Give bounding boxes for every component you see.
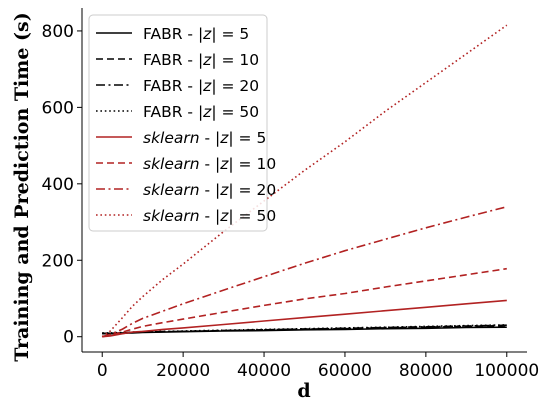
legend: FABR - |z| = 5 FABR - |z| = 10 FABR - |z| … xyxy=(88,14,276,232)
legend-label-2: FABR - |z| = 20 xyxy=(143,77,259,95)
y-tick-label-0: 0 xyxy=(63,328,74,348)
series-line-6 xyxy=(101,206,507,338)
legend-label-5: sklearn - |z| = 10 xyxy=(143,155,276,173)
legend-label-4: sklearn - |z| = 5 xyxy=(143,129,266,147)
y-tick-label-2: 400 xyxy=(42,175,74,195)
y-tick-label-3: 600 xyxy=(42,98,74,118)
y-tick-label-1: 200 xyxy=(42,251,74,271)
legend-label-6: sklearn - |z| = 20 xyxy=(143,181,276,199)
x-tick-labels: 0 20000 40000 60000 80000 100000 xyxy=(97,361,539,381)
x-tick-label-4: 80000 xyxy=(399,361,453,381)
legend-label-1: FABR - |z| = 10 xyxy=(143,51,259,69)
x-tick-label-2: 40000 xyxy=(237,361,291,381)
x-tick-label-5: 100000 xyxy=(474,361,539,381)
axes xyxy=(77,8,527,357)
legend-label-7: sklearn - |z| = 50 xyxy=(143,207,276,225)
y-axis-label: Training and Prediction Time (s) xyxy=(11,12,33,361)
series-line-4 xyxy=(102,299,507,338)
legend-label-3: FABR - |z| = 50 xyxy=(143,103,259,121)
y-tick-label-4: 800 xyxy=(42,22,74,42)
x-tick-label-3: 60000 xyxy=(318,361,372,381)
legend-frame xyxy=(88,14,268,232)
plot-lines xyxy=(101,24,508,338)
y-tick-labels: 0 200 400 600 800 xyxy=(42,22,74,348)
legend-label-0: FABR - |z| = 5 xyxy=(143,25,249,43)
x-tick-label-1: 20000 xyxy=(156,361,210,381)
x-tick-label-0: 0 xyxy=(97,361,108,381)
x-axis-label: d xyxy=(297,380,310,400)
series-line-0 xyxy=(102,326,507,335)
series-line-5 xyxy=(102,267,507,338)
